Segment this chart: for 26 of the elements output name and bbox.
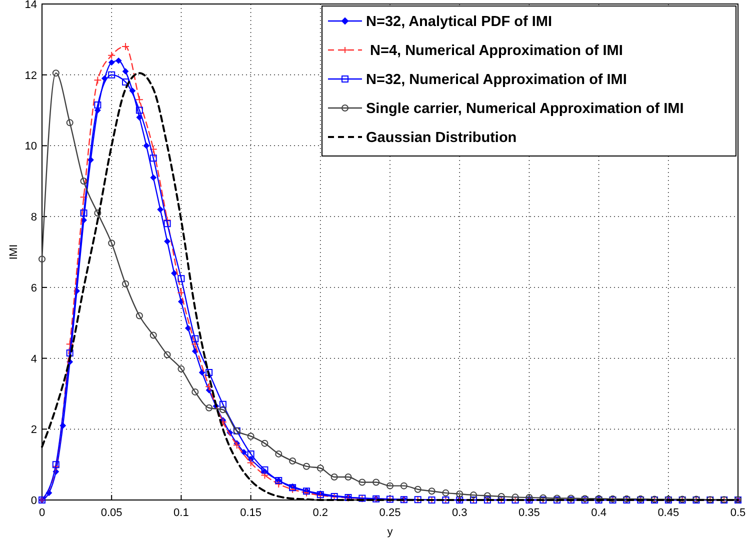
x-tick-label: 0.45 [658, 507, 680, 519]
y-tick-label: 10 [24, 140, 37, 153]
legend-label: Single carrier, Numerical Approximation of IMI [366, 101, 684, 117]
x-tick-label: 0.35 [518, 507, 540, 519]
legend-label: N=32, Numerical Approximation of IMI [366, 72, 627, 88]
y-tick-label: 0 [30, 495, 37, 507]
legend-label: N=32, Analytical PDF of IMI [366, 14, 552, 30]
y-tick-label: 14 [24, 0, 37, 11]
x-tick-label: 0.5 [730, 507, 746, 519]
x-tick-label: 0.1 [174, 507, 189, 519]
y-tick-label: 2 [30, 424, 37, 436]
x-tick-label: 0.4 [591, 507, 606, 519]
x-tick-label: 0.15 [240, 507, 262, 519]
y-tick-label: 8 [30, 212, 37, 224]
x-tick-label: 0.2 [312, 507, 328, 519]
x-tick-label: 0.05 [100, 507, 122, 519]
x-tick-label: 0.25 [379, 507, 401, 519]
y-tick-label: 4 [30, 353, 37, 366]
y-tick-label: 6 [30, 282, 37, 294]
y-tick-label: 12 [24, 70, 37, 82]
x-tick-label: 0 [38, 507, 46, 519]
legend-label: N=4, Numerical Approximation of IMI [366, 43, 623, 59]
x-tick-label: 0.3 [452, 507, 468, 519]
legend-label: Gaussian Distribution [366, 130, 517, 146]
x-axis-title: y [387, 526, 394, 538]
y-axis-title: IMI [8, 244, 20, 260]
